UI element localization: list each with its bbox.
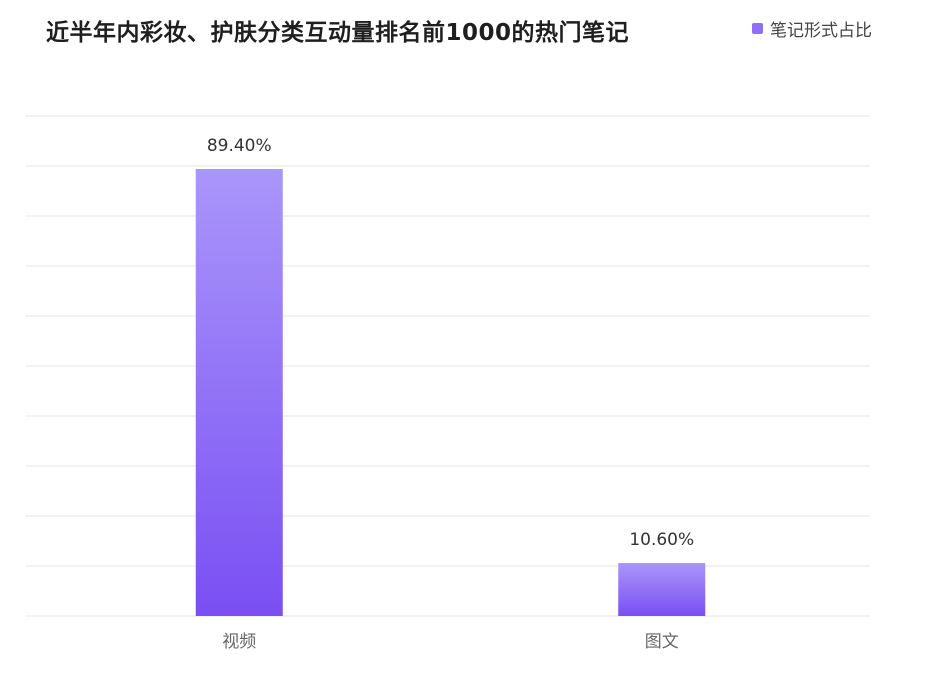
bar[interactable] — [195, 169, 283, 616]
labels: 89.40% 视频 10.60% 图文 — [207, 136, 694, 652]
x-tick-label: 图文 — [645, 632, 679, 652]
data-label: 89.40% — [207, 136, 272, 156]
data-label: 10.60% — [629, 530, 694, 550]
x-tick-label: 视频 — [222, 632, 256, 652]
chart-title: 近半年内彩妆、护肤分类互动量排名前1000的热门笔记 — [46, 20, 630, 46]
grid-lines — [25, 115, 870, 617]
chart-legend[interactable]: 笔记形式占比 — [752, 16, 872, 41]
bar[interactable] — [618, 563, 706, 616]
bars — [195, 169, 706, 616]
legend-swatch — [752, 23, 763, 34]
legend-label: 笔记形式占比 — [770, 21, 872, 41]
